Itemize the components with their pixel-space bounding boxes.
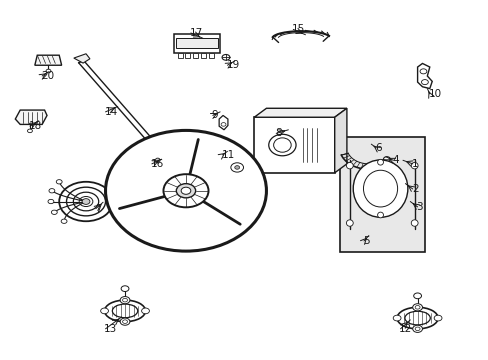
Ellipse shape [234, 166, 239, 169]
Bar [208, 53, 213, 58]
Ellipse shape [377, 159, 383, 165]
Ellipse shape [122, 298, 127, 302]
Ellipse shape [104, 300, 145, 321]
Bar [176, 38, 217, 48]
Ellipse shape [61, 219, 67, 224]
Ellipse shape [414, 306, 419, 309]
Ellipse shape [414, 327, 419, 330]
Ellipse shape [413, 293, 421, 299]
Text: 16: 16 [151, 159, 164, 169]
Ellipse shape [59, 182, 113, 221]
Ellipse shape [48, 199, 54, 204]
Text: 9: 9 [211, 111, 218, 121]
Ellipse shape [112, 304, 138, 318]
Ellipse shape [56, 180, 62, 184]
Ellipse shape [273, 138, 290, 152]
Ellipse shape [221, 123, 225, 126]
Ellipse shape [73, 192, 99, 211]
Ellipse shape [346, 162, 352, 169]
Polygon shape [417, 63, 431, 89]
Ellipse shape [105, 130, 266, 251]
Text: 19: 19 [226, 60, 239, 70]
Text: 2: 2 [411, 184, 418, 194]
Ellipse shape [142, 308, 149, 314]
Text: 5: 5 [362, 236, 369, 246]
Ellipse shape [377, 212, 383, 218]
Ellipse shape [421, 80, 427, 85]
Ellipse shape [410, 220, 417, 226]
Ellipse shape [419, 69, 426, 74]
Text: 4: 4 [391, 155, 398, 165]
Text: 6: 6 [374, 143, 381, 153]
Ellipse shape [352, 160, 407, 217]
Ellipse shape [120, 297, 130, 304]
Ellipse shape [363, 170, 397, 207]
Polygon shape [254, 108, 346, 117]
Text: 15: 15 [292, 24, 305, 35]
Ellipse shape [155, 158, 160, 162]
Text: 10: 10 [428, 89, 441, 99]
Ellipse shape [404, 311, 429, 325]
Bar [177, 53, 182, 58]
Ellipse shape [120, 318, 130, 325]
Ellipse shape [176, 184, 195, 198]
Ellipse shape [383, 157, 389, 162]
Bar [201, 53, 205, 58]
Text: 18: 18 [29, 121, 42, 131]
Ellipse shape [46, 69, 51, 73]
Ellipse shape [153, 156, 162, 165]
Ellipse shape [226, 159, 247, 175]
Text: 3: 3 [416, 202, 423, 212]
Text: 17: 17 [189, 28, 203, 38]
Ellipse shape [412, 304, 422, 311]
Polygon shape [15, 110, 47, 125]
Ellipse shape [268, 134, 295, 156]
Ellipse shape [181, 187, 190, 194]
Polygon shape [35, 55, 61, 65]
Bar [193, 53, 198, 58]
Text: 1: 1 [411, 159, 418, 169]
Ellipse shape [51, 210, 57, 215]
Bar [339, 137, 424, 252]
Bar [173, 34, 220, 53]
Ellipse shape [392, 315, 400, 321]
Ellipse shape [230, 163, 243, 172]
Bar [254, 117, 334, 173]
Text: 20: 20 [41, 71, 54, 81]
Bar [185, 53, 190, 58]
Polygon shape [74, 54, 90, 63]
Ellipse shape [410, 162, 417, 169]
Ellipse shape [66, 187, 105, 216]
Ellipse shape [122, 320, 127, 323]
Text: 13: 13 [103, 324, 117, 334]
Ellipse shape [121, 286, 129, 292]
Ellipse shape [222, 54, 229, 60]
Polygon shape [219, 116, 227, 130]
Ellipse shape [412, 325, 422, 332]
Ellipse shape [346, 220, 352, 226]
Ellipse shape [163, 174, 208, 207]
Ellipse shape [79, 197, 93, 207]
Ellipse shape [396, 307, 437, 329]
Ellipse shape [433, 315, 441, 321]
Text: 12: 12 [398, 324, 411, 334]
Ellipse shape [101, 308, 108, 314]
Text: 14: 14 [104, 107, 118, 117]
Text: 8: 8 [275, 129, 281, 138]
Ellipse shape [49, 189, 55, 193]
Polygon shape [334, 108, 346, 173]
Ellipse shape [82, 199, 90, 204]
Text: 11: 11 [221, 150, 234, 160]
Text: 7: 7 [95, 204, 101, 214]
Ellipse shape [27, 129, 32, 133]
